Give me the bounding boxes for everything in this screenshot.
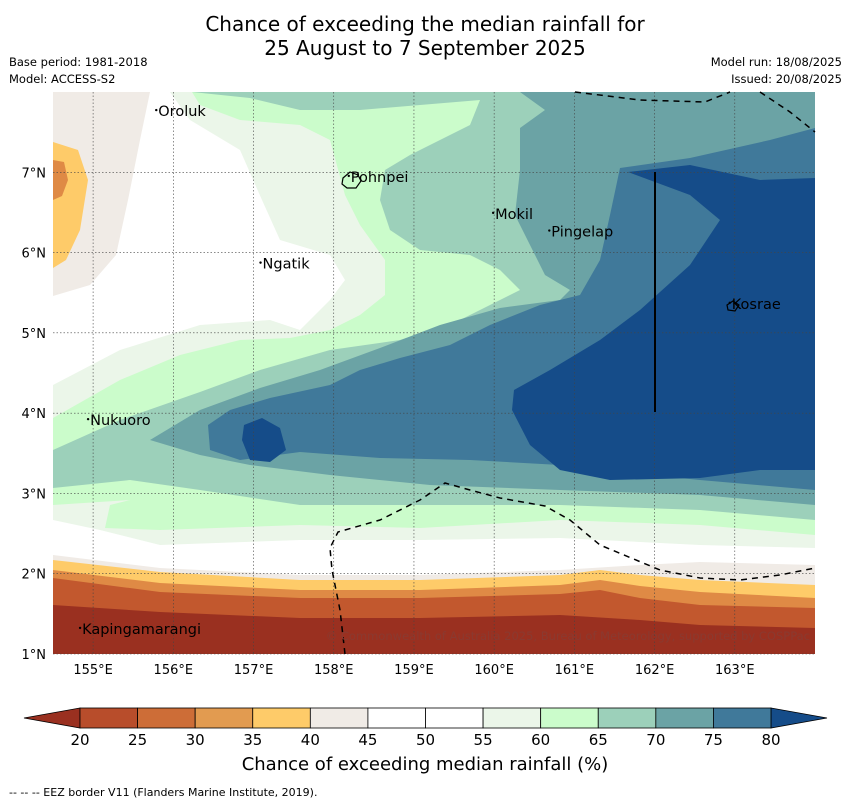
- island-outlines: [341, 171, 740, 312]
- lon-tick-label: 162°E: [635, 663, 675, 678]
- colorbar-tick-label: 80: [761, 731, 780, 749]
- place-label: Pingelap: [551, 225, 613, 241]
- colorbar-swatch: [137, 707, 196, 729]
- lat-tick-label: 3°N: [22, 487, 47, 502]
- lat-tick-label: 5°N: [22, 327, 47, 342]
- lat-tick-label: 2°N: [22, 568, 47, 583]
- zone-40-west: [53, 92, 150, 296]
- colorbar-under-arrow: [23, 707, 81, 729]
- place-label: Nukuoro: [90, 413, 151, 429]
- colorbar-swatch: [713, 707, 772, 729]
- island-marker: [155, 108, 158, 112]
- colorbar-swatch: [482, 707, 542, 729]
- kosrae-outline: [726, 300, 740, 312]
- model-run-label: Model run: 18/08/2025: [710, 55, 842, 69]
- place-label: Pohnpei: [351, 170, 409, 186]
- probability-zones: [53, 92, 815, 654]
- island-marker: [78, 626, 82, 630]
- place-label: Kapingamarangi: [82, 622, 201, 638]
- place-label: Kosrae: [732, 297, 781, 313]
- place-label: Mokil: [495, 207, 533, 223]
- colorbar-tick-label: 60: [531, 731, 550, 749]
- lat-tick-label: 6°N: [22, 247, 47, 262]
- model-label: Model: ACCESS-S2: [9, 72, 116, 86]
- island-marker: [548, 229, 551, 232]
- colorbar-swatch: [655, 707, 714, 729]
- colorbar-tick-label: 20: [70, 731, 89, 749]
- title-line-2: 25 August to 7 September 2025: [264, 36, 586, 60]
- colorbar-swatch: [79, 707, 138, 729]
- lat-tick-label: 7°N: [22, 166, 47, 181]
- pohnpei-outline: [341, 171, 362, 189]
- island-marker: [491, 211, 495, 215]
- colorbar-swatch: [540, 707, 599, 729]
- lon-tick-label: 160°E: [474, 663, 514, 678]
- colorbar-swatch: [425, 707, 484, 729]
- colorbar-tick-label: 55: [474, 731, 493, 749]
- colorbar-tick-label: 30: [186, 731, 205, 749]
- map-title: Chance of exceeding the median rainfall …: [0, 12, 850, 60]
- lon-tick-label: 157°E: [234, 663, 274, 678]
- map-axes: 155°E 156°E 157°E 158°E 159°E 160°E 161°E 162°E…: [22, 166, 755, 678]
- colorbar-over-arrow: [770, 707, 828, 729]
- zone-80-patch: [242, 418, 286, 462]
- colorbar-tick-label: 25: [128, 731, 147, 749]
- colorbar-tick-label: 65: [589, 731, 608, 749]
- copyright-notice: © Commonwealth of Australia 2025, Bureau…: [326, 629, 810, 643]
- colorbar-tick-label: 75: [704, 731, 723, 749]
- eez-line-northeast: [759, 91, 816, 133]
- lon-tick-label: 158°E: [314, 663, 354, 678]
- model-info: Base period: 1981-2018 Model: ACCESS-S2: [9, 54, 148, 88]
- colorbar-swatch: [367, 707, 426, 729]
- lon-tick-label: 156°E: [154, 663, 194, 678]
- lon-tick-label: 155°E: [73, 663, 113, 678]
- colorbar: 20 25 30 35 40 45 50 55 60 65 70 75 80: [23, 707, 828, 749]
- lat-tick-label: 1°N: [22, 648, 47, 663]
- lon-tick-label: 159°E: [394, 663, 434, 678]
- eez-note: -- -- -- EEZ border V11 (Flanders Marine…: [9, 786, 318, 799]
- place-label: Oroluk: [158, 104, 206, 120]
- lat-tick-label: 4°N: [22, 407, 47, 422]
- zone-30-west: [53, 160, 68, 200]
- colorbar-tick-label: 40: [301, 731, 320, 749]
- lon-tick-label: 161°E: [555, 663, 595, 678]
- island-marker: [728, 301, 731, 304]
- colorbar-tick-label: 70: [646, 731, 665, 749]
- issued-label: Issued: 20/08/2025: [731, 72, 842, 86]
- place-label: Ngatik: [263, 257, 311, 273]
- island-marker: [347, 174, 350, 178]
- colorbar-tick-label: 35: [243, 731, 262, 749]
- eez-border: [329, 91, 816, 655]
- eez-line-north: [574, 91, 731, 103]
- colorbar-swatch: [597, 707, 657, 729]
- run-info: Model run: 18/08/2025 Issued: 20/08/2025: [711, 54, 842, 88]
- colorbar-tick-label: 50: [416, 731, 435, 749]
- eez-line-south: [329, 482, 816, 655]
- zone-80: [512, 165, 815, 480]
- colorbar-title: Chance of exceeding median rainfall (%): [241, 754, 609, 775]
- title-line-1: Chance of exceeding the median rainfall …: [205, 12, 645, 36]
- zone-20-south: [53, 605, 815, 654]
- island-marker: [86, 417, 90, 421]
- colorbar-swatch: [194, 707, 254, 729]
- base-period-label: Base period: 1981-2018: [9, 55, 148, 69]
- colorbar-swatch: [309, 707, 369, 729]
- colorbar-tick-label: 45: [358, 731, 377, 749]
- colorbar-swatch: [252, 707, 311, 729]
- place-labels: Oroluk Pohnpei Mokil Pingelap Ngatik Kosrae Nu…: [78, 104, 781, 638]
- island-marker: [259, 261, 262, 264]
- lon-tick-label: 163°E: [715, 663, 755, 678]
